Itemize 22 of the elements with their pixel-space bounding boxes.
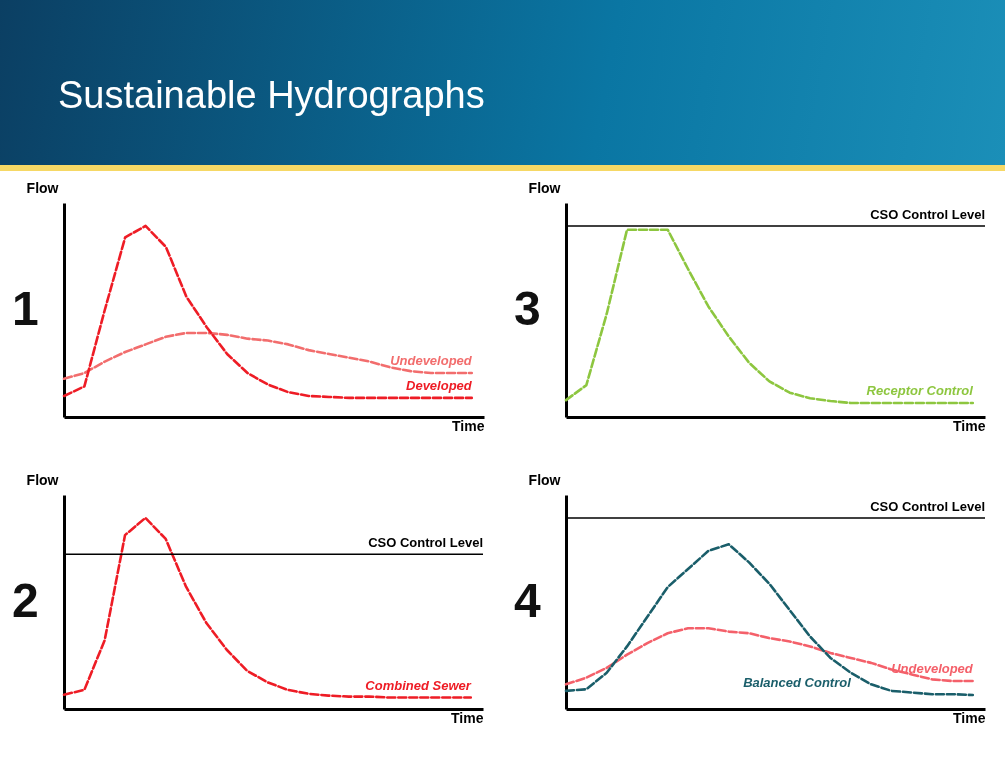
series-label: Combined Sewer: [365, 677, 472, 693]
x-axis-title: Time: [452, 417, 485, 434]
series-label: Undeveloped: [390, 353, 473, 369]
y-axis-title: Flow: [26, 471, 59, 488]
y-axis-title: Flow: [528, 471, 561, 488]
series-label: Developed: [406, 377, 473, 393]
x-axis-title: Time: [953, 417, 986, 434]
x-axis-title: Time: [953, 709, 986, 726]
chart-title: Sustainable Hydrographs: [58, 74, 485, 117]
text: 3: [514, 281, 541, 336]
series-label: Balanced Control: [743, 675, 852, 690]
x-axis-title: Time: [451, 709, 484, 726]
text: 4: [514, 573, 541, 628]
series-label: Undeveloped: [891, 661, 974, 676]
y-axis-title: Flow: [26, 179, 59, 196]
series-label: Receptor Control: [866, 382, 974, 398]
text: 1: [12, 281, 39, 336]
ref-line-label: CSO Control Level: [870, 498, 985, 514]
ref-line-label: CSO Control Level: [368, 535, 483, 551]
y-axis-title: Flow: [528, 179, 561, 196]
text: 2: [12, 573, 39, 628]
ref-line-label: CSO Control Level: [870, 206, 985, 222]
